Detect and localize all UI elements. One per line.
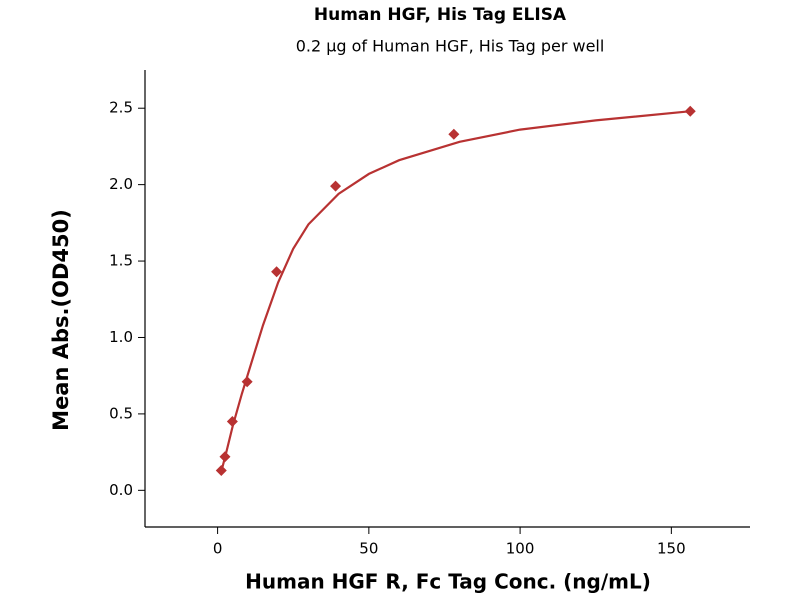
y-tick-label: 0.5 bbox=[109, 404, 133, 422]
y-tick-label: 2.5 bbox=[109, 99, 133, 117]
y-tick-label: 1.0 bbox=[109, 328, 133, 346]
y-tick-label: 1.5 bbox=[109, 252, 133, 270]
x-tick-label: 100 bbox=[506, 540, 535, 558]
x-tick-label: 0 bbox=[213, 540, 223, 558]
data-point bbox=[215, 464, 227, 476]
x-tick-label: 150 bbox=[657, 540, 686, 558]
data-point bbox=[448, 128, 460, 140]
data-point bbox=[241, 376, 253, 388]
chart-subtitle: 0.2 μg of Human HGF, His Tag per well bbox=[296, 37, 605, 56]
y-tick-label: 2.0 bbox=[109, 175, 133, 193]
data-point bbox=[271, 266, 283, 278]
data-point bbox=[219, 451, 231, 463]
data-point bbox=[330, 180, 342, 192]
data-point bbox=[684, 105, 696, 117]
x-axis-label: Human HGF R, Fc Tag Conc. (ng/mL) bbox=[245, 570, 651, 594]
chart-title: Human HGF, His Tag ELISA bbox=[314, 5, 567, 25]
data-point bbox=[226, 416, 238, 428]
y-tick-label: 0.0 bbox=[109, 481, 133, 499]
fit-curve bbox=[220, 110, 690, 473]
x-tick-label: 50 bbox=[359, 540, 378, 558]
y-axis-label: Mean Abs.(OD450) bbox=[49, 209, 73, 431]
